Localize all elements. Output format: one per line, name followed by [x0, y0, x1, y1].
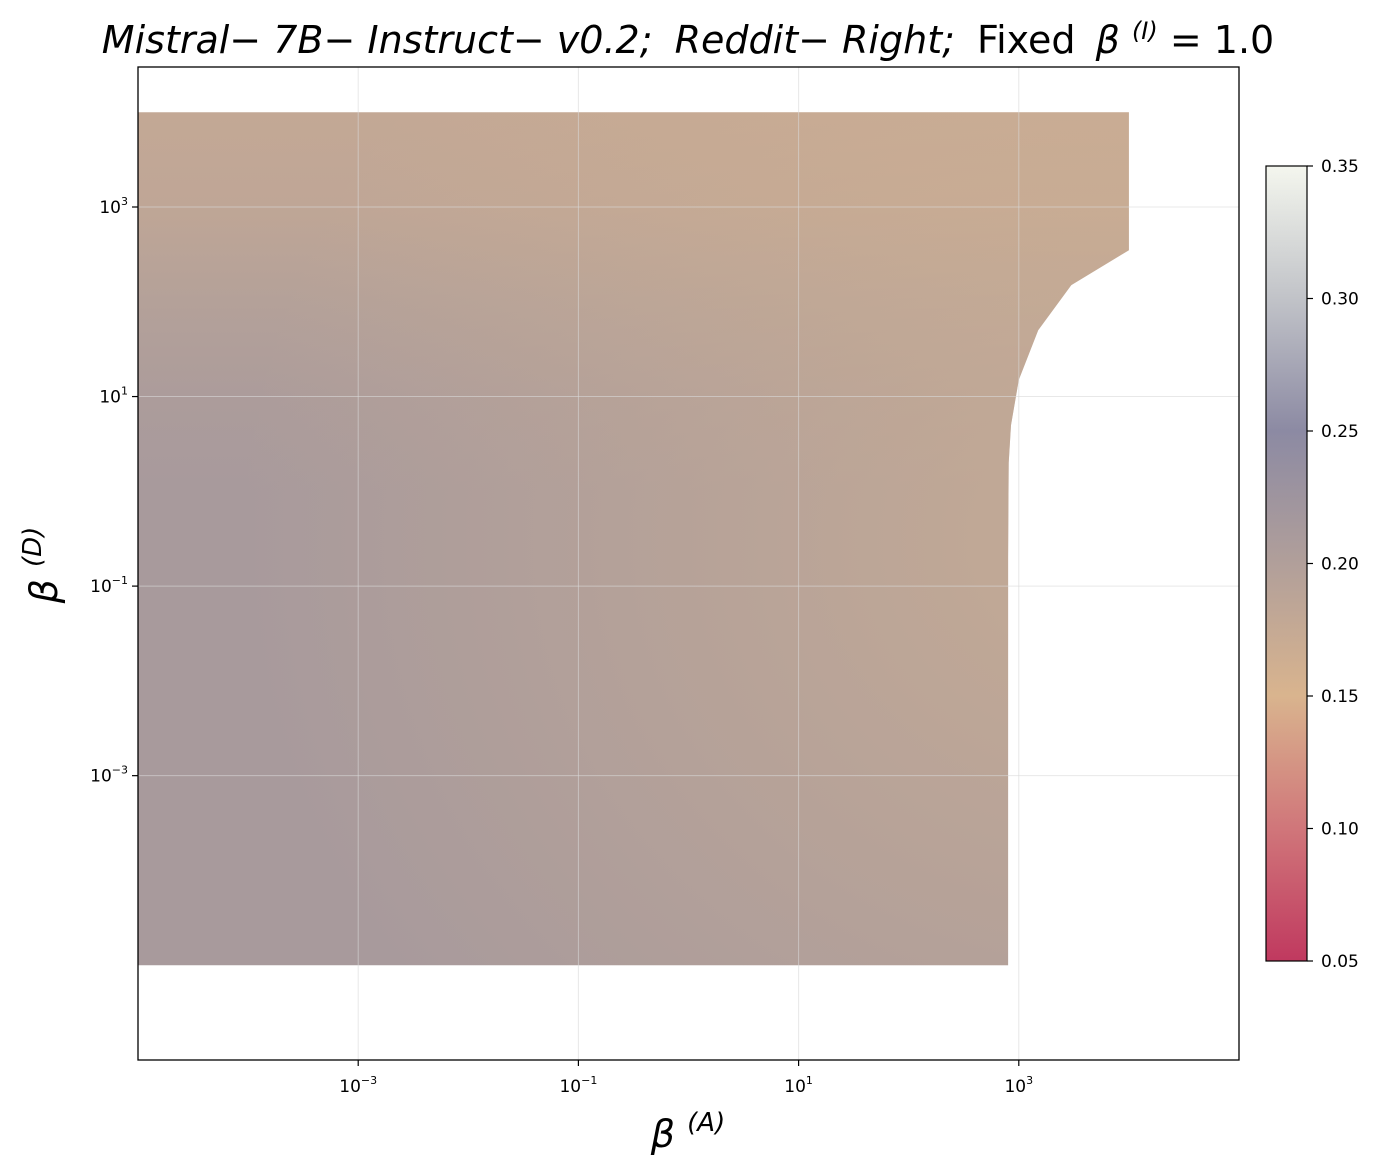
- title-fixed: Fixed: [977, 18, 1075, 62]
- title-beta: β: [1095, 18, 1120, 62]
- y-tick-label: 10−1: [90, 574, 128, 597]
- colorbar-tick-label: 0.05: [1321, 952, 1359, 972]
- title-superscript: (I): [1132, 17, 1158, 45]
- x-axis-label-superscript: (A): [687, 1108, 725, 1138]
- colorbar-tick-label: 0.15: [1321, 687, 1359, 707]
- colorbar: 0.35 0.30 0.25 0.20 0.15 0.10 0.05: [1265, 157, 1359, 972]
- chart-title: Mistral− 7B− Instruct− v0.2; Reddit− Rig…: [102, 4, 1274, 62]
- axes-frame: [137, 66, 1240, 1061]
- colorbar-tick-label: 0.30: [1321, 290, 1359, 310]
- colorbar-tick-label: 0.35: [1321, 157, 1359, 177]
- y-tick-label: 103: [99, 195, 128, 218]
- x-axis-label: β (A): [650, 1108, 725, 1156]
- x-axis-label-symbol: β: [650, 1112, 675, 1156]
- x-tick-label: 10−3: [339, 1074, 377, 1097]
- title-dataset: Reddit− Right;: [675, 18, 955, 62]
- colorbar-tick-label: 0.10: [1321, 820, 1359, 840]
- y-axis-label: β (D): [18, 527, 66, 605]
- y-axis-label-symbol: β: [22, 579, 66, 604]
- colorbar-ticks: 0.35 0.30 0.25 0.20 0.15 0.10 0.05: [1307, 157, 1359, 972]
- colorbar-tick-label: 0.20: [1321, 555, 1359, 575]
- plot-area: 10−3 10−1 101 103 103 101 10−1 10−3: [90, 66, 1240, 1097]
- y-tick-label: 101: [99, 385, 128, 408]
- y-axis-ticks: 103 101 10−1 10−3: [90, 195, 138, 787]
- grid-lines: [138, 67, 1239, 1060]
- heatmap-layer: [138, 112, 1129, 966]
- colorbar-gradient: [1265, 165, 1308, 962]
- x-axis-ticks: 10−3 10−1 101 103: [339, 1060, 1033, 1097]
- x-tick-label: 10−1: [559, 1074, 597, 1097]
- heatmap-corner-shading: [138, 112, 1129, 966]
- title-value: = 1.0: [1170, 18, 1274, 62]
- x-tick-label: 103: [1004, 1074, 1033, 1097]
- y-tick-label: 10−3: [90, 764, 128, 787]
- title-model: Mistral− 7B− Instruct− v0.2;: [102, 18, 653, 62]
- colorbar-tick-label: 0.25: [1321, 422, 1359, 442]
- x-tick-label: 101: [784, 1074, 813, 1097]
- y-axis-label-superscript: (D): [18, 527, 48, 567]
